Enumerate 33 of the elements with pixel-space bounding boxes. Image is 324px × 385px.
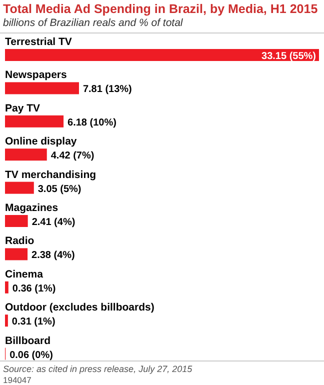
chart-title: Total Media Ad Spending in Brazil, by Media, H1 2015 [3, 2, 318, 16]
y-tick-label: Cinema [5, 268, 44, 280]
bar [5, 182, 34, 194]
y-tick-label: Terrestrial TV [5, 36, 72, 48]
data-label: 7.81 (13%) [82, 84, 132, 96]
bar [5, 215, 28, 227]
chart-subtitle: billions of Brazilian reals and % of total [3, 17, 184, 29]
bar [5, 148, 47, 161]
data-label: 3.05 (5%) [38, 184, 82, 195]
data-label: 0.06 (0%) [10, 350, 53, 361]
data-label: 0.36 (1%) [12, 283, 56, 294]
y-tick-label: Pay TV [5, 102, 40, 114]
y-tick-label: Magazines [5, 202, 58, 214]
y-tick-label: Newspapers [5, 69, 68, 82]
data-label: 2.38 (4%) [32, 250, 75, 262]
y-tick-label: Outdoor (excludes billboards) [5, 302, 154, 314]
data-label: 33.15 (55%) [262, 51, 316, 62]
bar [5, 82, 79, 94]
y-tick-label: Billboard [5, 334, 51, 347]
y-tick-label: Online display [5, 136, 77, 148]
bar [5, 115, 64, 128]
y-tick-label: TV merchandising [5, 168, 96, 181]
data-label: 0.31 (1%) [12, 316, 56, 328]
data-label: 4.42 (7%) [50, 150, 94, 162]
y-tick-label: Radio [5, 235, 34, 248]
bar [5, 248, 28, 260]
bar [5, 49, 319, 61]
bar [5, 314, 8, 327]
bar [5, 281, 8, 294]
data-label: 2.41 (4%) [32, 217, 76, 228]
source-note: Source: as cited in press release, July 27, 2015 [3, 364, 194, 374]
data-label: 6.18 (10%) [68, 117, 116, 128]
text: 194047 [3, 375, 32, 385]
